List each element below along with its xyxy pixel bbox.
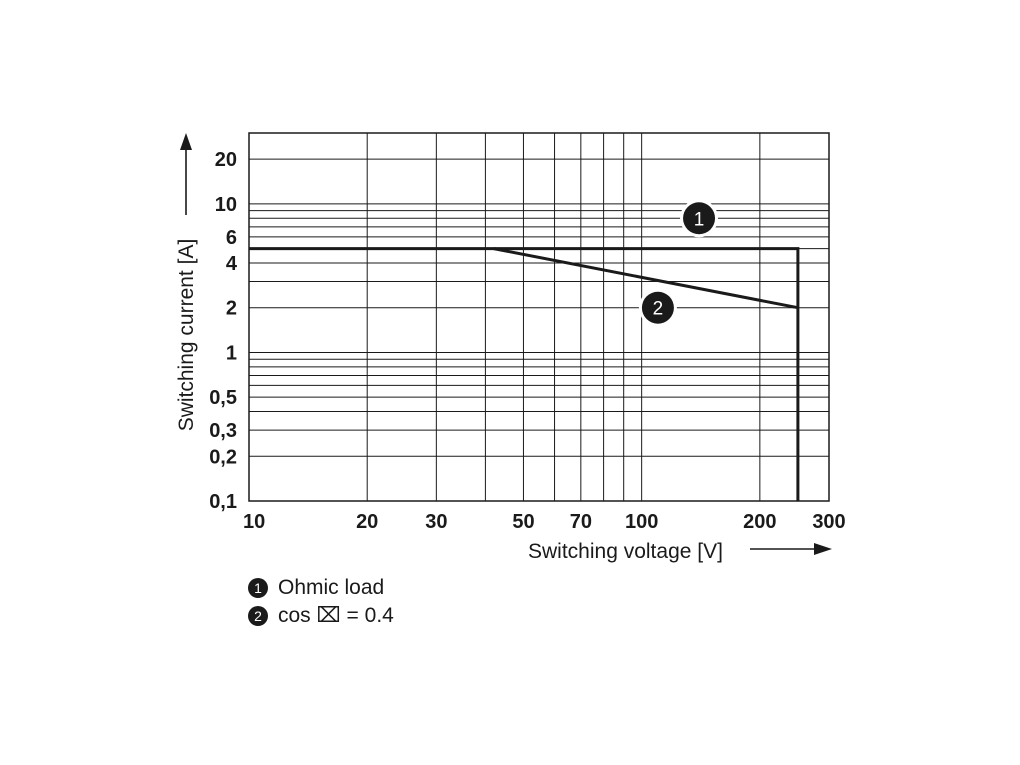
annotation-layer: 12 <box>638 199 719 327</box>
annotation-marker-1: 1 <box>680 199 719 238</box>
x-tick-label: 300 <box>812 511 845 533</box>
y-tick-label: 0,3 <box>209 420 237 442</box>
legend-marker-2: 2 <box>248 606 268 626</box>
y-tick-label: 1 <box>226 342 237 364</box>
x-tick-label: 20 <box>356 511 378 533</box>
grid <box>248 133 830 502</box>
x-tick-labels: 10 20 30 50 70 100 200 300 <box>243 511 846 533</box>
annotation-marker-2: 2 <box>638 288 677 327</box>
x-tick-label: 50 <box>512 511 534 533</box>
series-line-2 <box>493 247 799 310</box>
annotation-label: 1 <box>694 209 705 230</box>
x-tick-label: 100 <box>625 511 658 533</box>
y-tick-label: 4 <box>226 253 238 275</box>
y-axis-arrow-head <box>180 133 192 150</box>
x-tick-label: 200 <box>743 511 776 533</box>
x-tick-label: 10 <box>243 511 265 533</box>
x-axis-arrow-head <box>814 543 832 555</box>
y-tick-label: 2 <box>226 298 237 320</box>
y-axis-label: Switching current [A] <box>175 239 198 432</box>
legend-label: cos ⌧ = 0.4 <box>278 604 394 627</box>
annotation-label: 2 <box>653 299 664 320</box>
legend-item: 2 cos ⌧ = 0.4 <box>248 602 394 630</box>
y-tick-label: 10 <box>215 194 237 216</box>
series-line-1 <box>249 247 800 501</box>
x-tick-label: 70 <box>570 511 592 533</box>
annotation-circle <box>641 291 674 324</box>
legend-item: 1 Ohmic load <box>248 574 394 602</box>
x-tick-label: 30 <box>425 511 447 533</box>
y-tick-label: 20 <box>215 149 237 171</box>
plot-frame <box>248 132 830 502</box>
legend: 1 Ohmic load 2 cos ⌧ = 0.4 <box>248 574 394 630</box>
y-tick-labels: 0,1 0,2 0,3 0,5 1 2 4 6 10 20 <box>209 149 238 513</box>
annotation-circle <box>683 202 716 235</box>
y-tick-label: 0,5 <box>209 387 237 409</box>
y-tick-label: 0,2 <box>209 446 237 468</box>
legend-label: Ohmic load <box>278 576 385 599</box>
y-tick-label: 6 <box>226 227 237 249</box>
y-tick-label: 0,1 <box>209 491 237 513</box>
legend-marker-1: 1 <box>248 578 268 598</box>
series-layer <box>249 247 800 501</box>
x-axis-label: Switching voltage [V] <box>528 540 723 563</box>
